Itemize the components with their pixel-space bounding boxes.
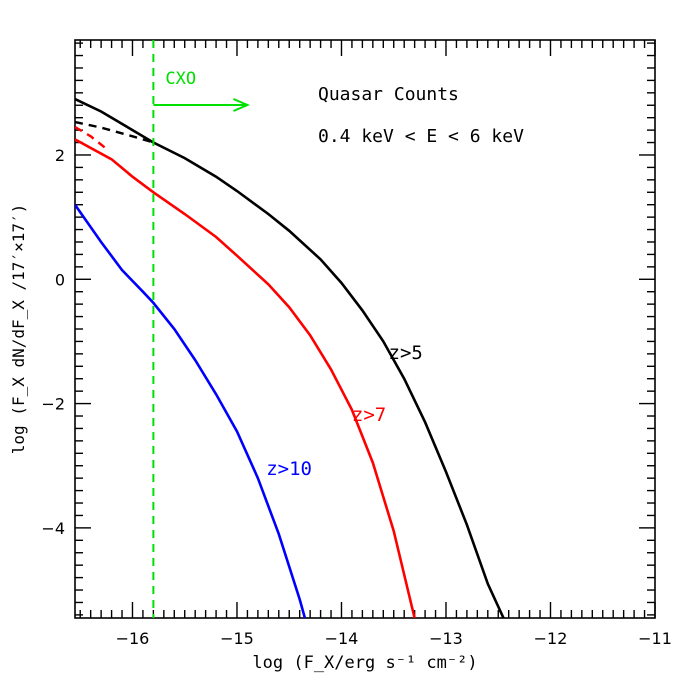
y-tick-label: 2	[55, 146, 65, 165]
series-line-z5	[75, 97, 505, 618]
cxo-arrow-head	[233, 98, 250, 112]
x-tick-label: −15	[220, 629, 254, 648]
cxo-label: CXO	[165, 69, 196, 89]
y-tick-label: 0	[55, 270, 65, 289]
y-tick-label: −4	[41, 519, 65, 538]
x-tick-label: −12	[534, 629, 568, 648]
chart-title: Quasar Counts	[318, 84, 459, 105]
series-label: z>10	[266, 458, 312, 480]
dashed-extension-line	[75, 125, 108, 150]
dashed-extension-line	[75, 120, 154, 144]
x-tick-label: −14	[325, 629, 359, 648]
x-tick-label: −11	[638, 629, 672, 648]
x-axis-label: log (F_X/erg s⁻¹ cm⁻²)	[252, 653, 477, 673]
plot-area: z>5 z>7 z>10 CXO	[75, 40, 505, 618]
x-tick-label: −16	[116, 629, 150, 648]
series-line-z10	[75, 203, 307, 618]
y-tick-label: −2	[41, 395, 65, 414]
x-tick-label: −13	[429, 629, 463, 648]
series-label: z>7	[352, 404, 386, 426]
series-label: z>5	[389, 342, 423, 364]
chart-subtitle: 0.4 keV < E < 6 keV	[318, 126, 524, 147]
series-line-z7	[75, 138, 416, 618]
axes: −16 −15 −14 −13 −12 −11 −4 −2 0 2 log (F_X/erg s⁻¹…	[9, 39, 672, 673]
y-axis-label: log (F_X dN/dF_X /17′×17′)	[9, 204, 28, 454]
